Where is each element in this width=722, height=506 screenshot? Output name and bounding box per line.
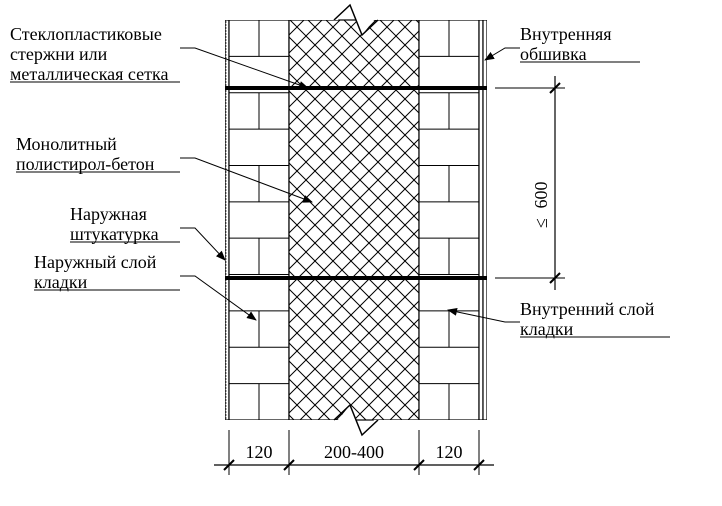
dim-bottom-1: 200-400 — [324, 442, 384, 462]
dim-bottom-2: 120 — [436, 442, 463, 462]
label-l4: Наружный слойкладки — [34, 252, 256, 320]
dim-bottom-0: 120 — [246, 442, 273, 462]
dim-right: 600 — [531, 182, 551, 209]
leader — [485, 48, 520, 60]
label-text: полистирол-бетон — [16, 154, 155, 174]
label-text: стержни или — [10, 44, 108, 64]
label-l5: Внутренняяобшивка — [485, 24, 640, 64]
label-text: Наружный слой — [34, 252, 157, 272]
label-text: Стеклопластиковые — [10, 24, 162, 44]
label-text: кладки — [34, 272, 88, 292]
label-text: Монолитный — [16, 134, 117, 154]
label-text: Внутренняя — [520, 24, 612, 44]
layer-core — [289, 20, 419, 420]
layer-outer_masonry — [229, 20, 289, 420]
label-text: штукатурка — [70, 224, 159, 244]
wall-section — [223, 20, 487, 420]
dim-right-sym: ≤ — [531, 218, 551, 228]
layer-sheathing — [479, 20, 483, 420]
layer-stucco_left — [225, 20, 229, 420]
label-text: кладки — [520, 319, 574, 339]
wall-section-diagram: Стеклопластиковыестержни илиметаллическа… — [0, 0, 722, 506]
label-text: Внутренний слой — [520, 299, 655, 319]
label-text: Наружная — [70, 204, 147, 224]
leader — [180, 228, 225, 260]
layer-line_right — [483, 20, 487, 420]
label-text: обшивка — [520, 44, 587, 64]
layer-inner_masonry — [419, 20, 479, 420]
label-text: металлическая сетка — [10, 64, 168, 84]
